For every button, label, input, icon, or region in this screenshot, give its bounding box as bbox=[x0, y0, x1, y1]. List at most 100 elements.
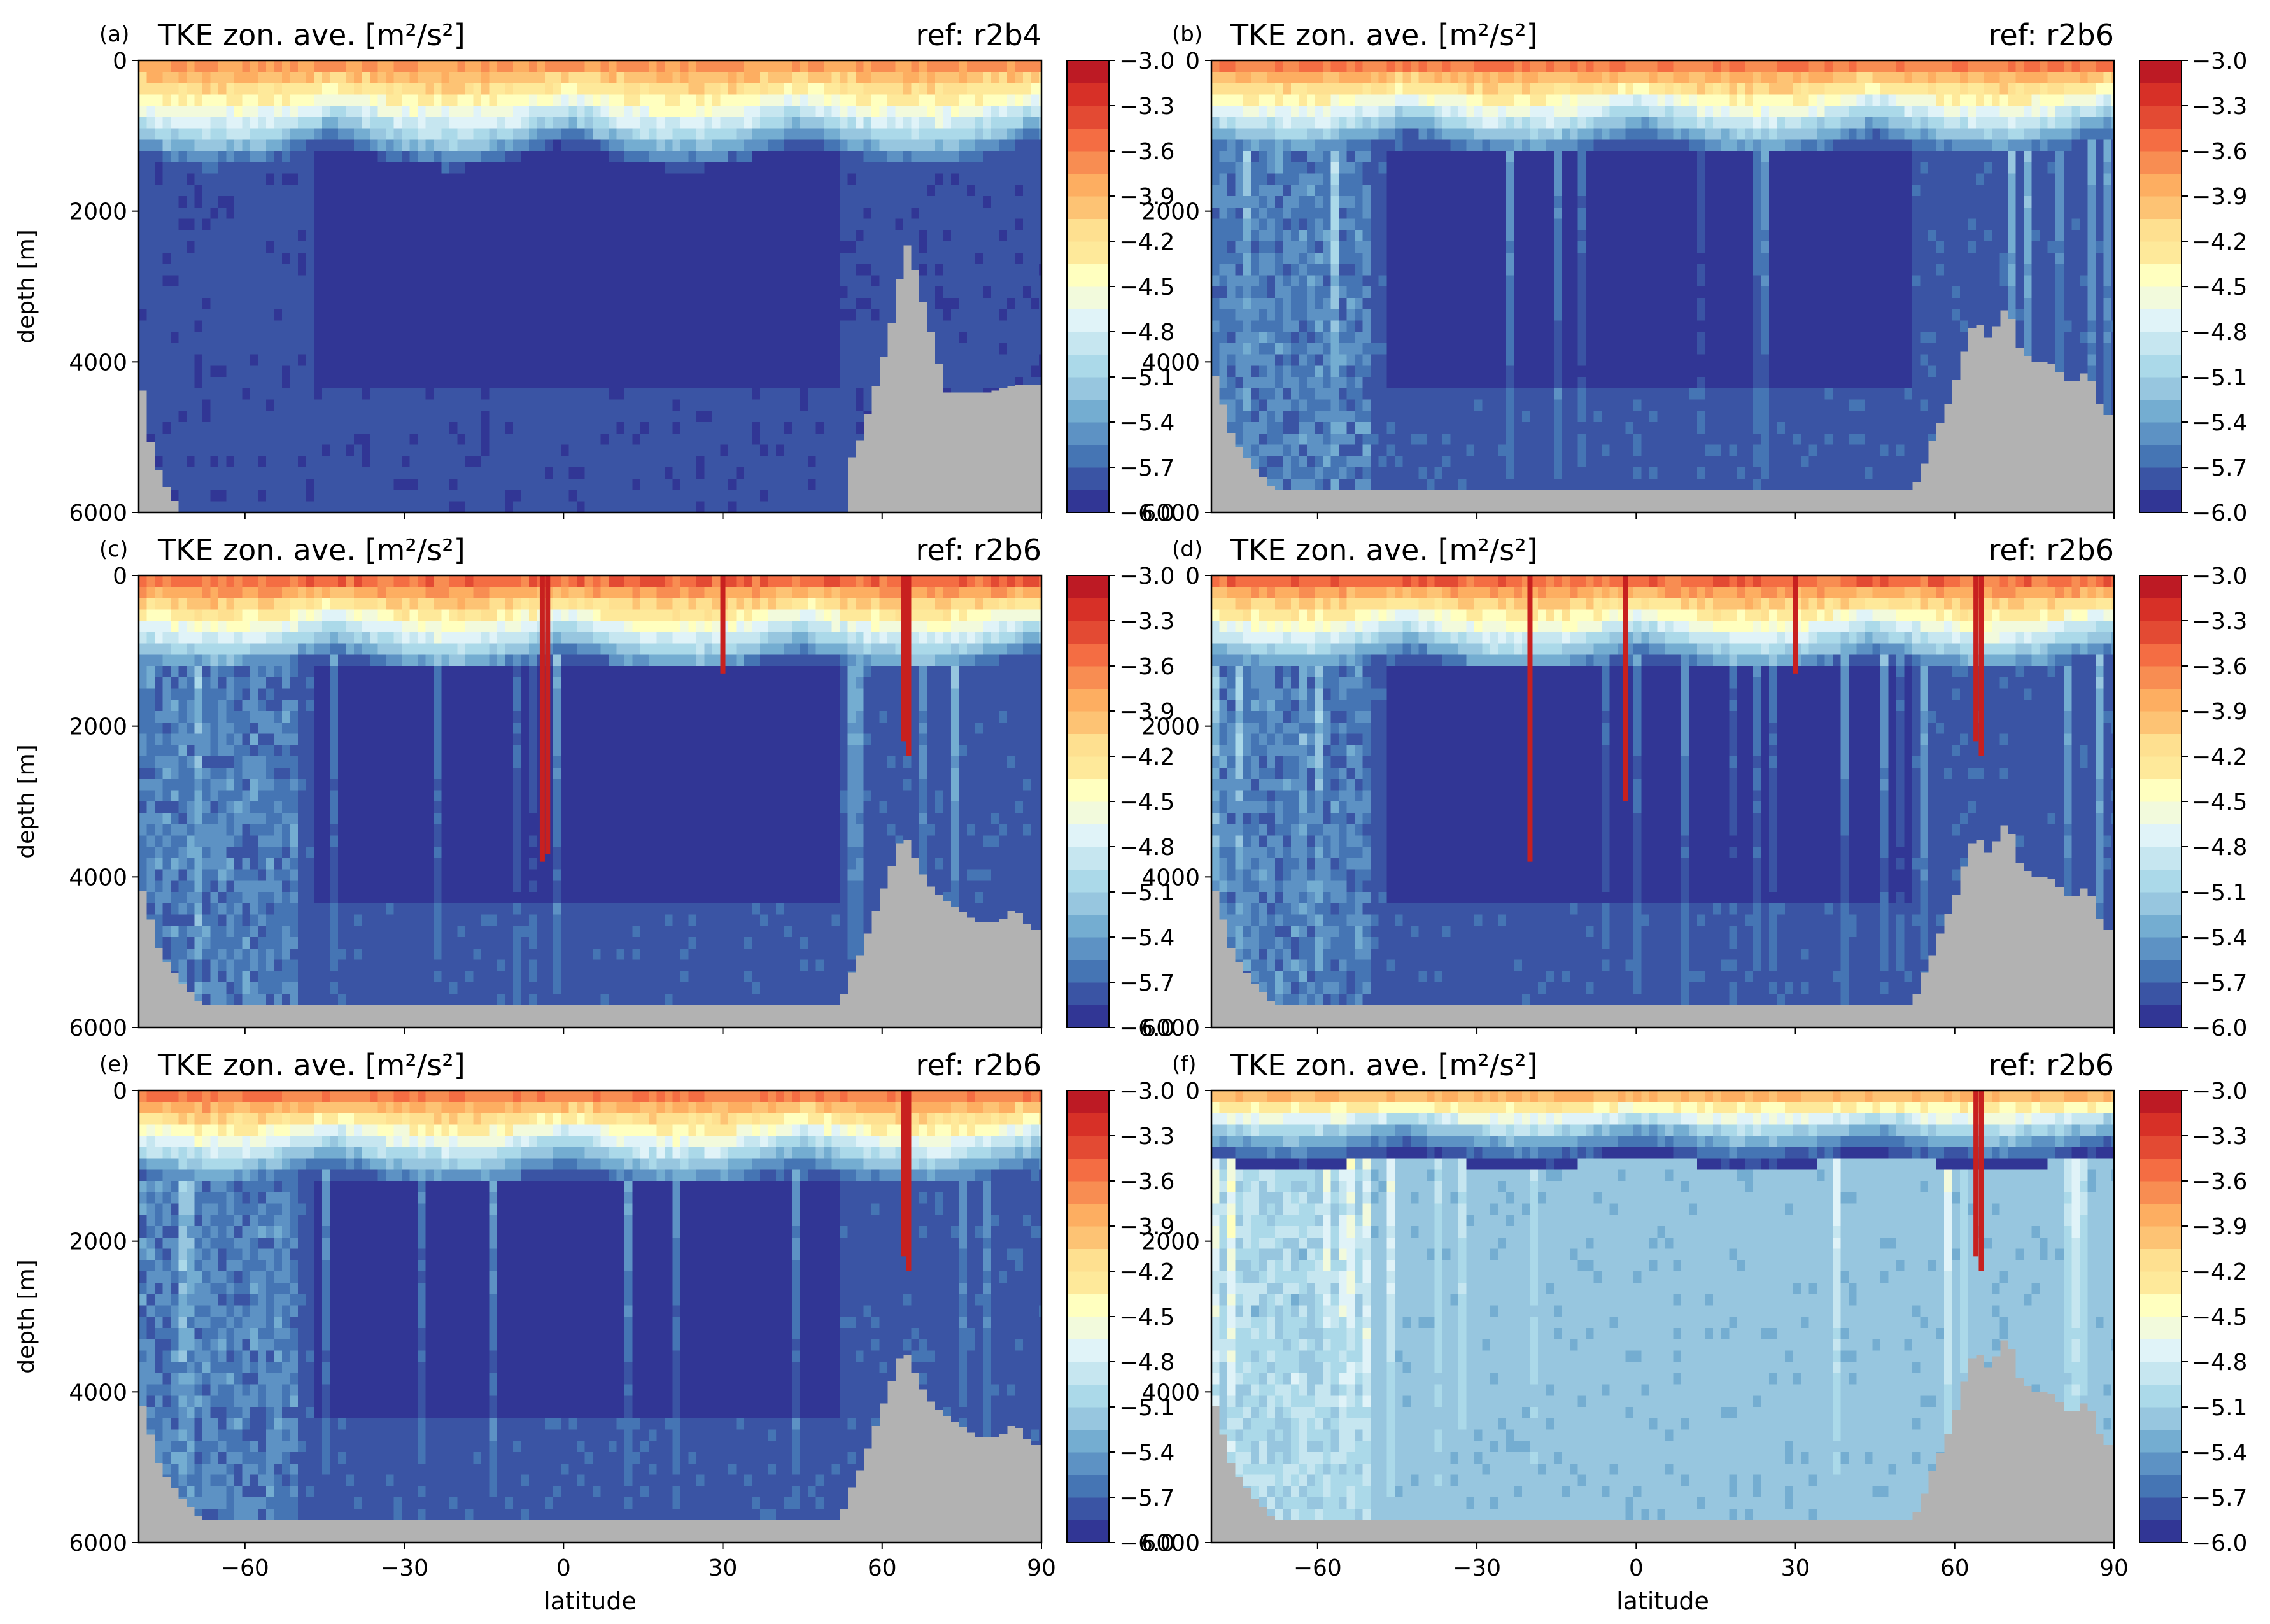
colorbar-tick-label: −5.7 bbox=[1119, 1485, 1174, 1511]
colorbar-segment bbox=[1067, 1452, 1109, 1476]
colorbar-segment bbox=[1067, 1384, 1109, 1408]
colorbar-tick-label: −5.4 bbox=[2192, 1440, 2247, 1466]
x-axis-label: latitude bbox=[544, 1587, 637, 1615]
colorbar-segment bbox=[1067, 60, 1109, 84]
y-tick-label: 6000 bbox=[1141, 1530, 1200, 1557]
colorbar-segment bbox=[1067, 309, 1109, 332]
colorbar-tick-label: −3.9 bbox=[2192, 1214, 2247, 1240]
colorbar-segment bbox=[2140, 1339, 2182, 1362]
colorbar-tick-label: −4.5 bbox=[2192, 274, 2247, 300]
plot-area bbox=[1211, 1091, 2114, 1543]
colorbar-tick-label: −4.8 bbox=[2192, 1350, 2247, 1376]
colorbar-segment bbox=[2140, 444, 2182, 468]
hot-column bbox=[1973, 575, 1979, 742]
colorbar-segment bbox=[1067, 83, 1109, 106]
colorbar-segment bbox=[2140, 666, 2182, 689]
y-tick-label: 4000 bbox=[69, 350, 127, 376]
axes-frame bbox=[137, 59, 1043, 514]
colorbar-segment bbox=[2140, 106, 2182, 129]
colorbar-segment bbox=[2140, 598, 2182, 621]
axes-frame bbox=[137, 1089, 1043, 1544]
x-tick-label: 0 bbox=[556, 1555, 571, 1581]
colorbar-tick-label: −3.6 bbox=[2192, 139, 2247, 165]
colorbar-segment bbox=[2140, 354, 2182, 378]
colorbar-segment bbox=[1067, 937, 1109, 961]
y-tick-label: 2000 bbox=[1141, 199, 1200, 225]
hot-column bbox=[901, 575, 906, 742]
y-tick-label: 6000 bbox=[69, 500, 127, 526]
tke-field bbox=[139, 1091, 1041, 1521]
colorbar-segment bbox=[2140, 1429, 2182, 1453]
panel-c: 0 2000 4000 6000 depth [m] (c) TKE zon. ave. [… bbox=[13, 533, 1174, 1041]
colorbar-segment bbox=[2140, 1520, 2182, 1543]
colorbar-segment bbox=[1067, 1407, 1109, 1430]
colorbar-segment bbox=[2140, 1091, 2182, 1114]
colorbar-segment bbox=[2140, 1362, 2182, 1385]
x-tick-label: 0 bbox=[1629, 1555, 1644, 1581]
plot-area bbox=[1211, 575, 2114, 1027]
colorbar-tick-label: −6.0 bbox=[2192, 1015, 2247, 1041]
colorbar-segment bbox=[1067, 173, 1109, 197]
colorbar-segment bbox=[1067, 196, 1109, 220]
tke-field bbox=[139, 575, 1041, 1006]
y-tick-label: 4000 bbox=[1141, 350, 1200, 376]
colorbar-tick-label: −3.3 bbox=[2192, 609, 2247, 635]
y-tick-label: 0 bbox=[113, 563, 127, 590]
colorbar-tick-label: −6.0 bbox=[1119, 1015, 1174, 1041]
colorbar-segment bbox=[2140, 1158, 2182, 1182]
plot-area bbox=[1211, 60, 2114, 512]
x-tick-label: 60 bbox=[868, 1555, 897, 1581]
colorbar-tick-label: −4.2 bbox=[2192, 744, 2247, 770]
colorbar-segment bbox=[2140, 779, 2182, 802]
colorbar-tick-label: −4.8 bbox=[1119, 835, 1174, 861]
panel-letter: (f) bbox=[1172, 1052, 1197, 1077]
panel-letter: (b) bbox=[1172, 22, 1202, 47]
x-tick-label: −30 bbox=[1453, 1555, 1501, 1581]
y-tick-label: 2000 bbox=[1141, 1229, 1200, 1255]
colorbar bbox=[1067, 575, 1109, 1028]
x-tick-label: 30 bbox=[1781, 1555, 1810, 1581]
colorbar-segment bbox=[1067, 332, 1109, 355]
colorbar-tick-label: −5.7 bbox=[2192, 1485, 2247, 1511]
y-tick-label: 0 bbox=[1185, 563, 1200, 590]
colorbar-segment bbox=[1067, 467, 1109, 491]
colorbar-tick-label: −4.2 bbox=[1119, 1259, 1174, 1285]
colorbar bbox=[1067, 60, 1109, 513]
colorbar-tick-label: −5.1 bbox=[2192, 880, 2247, 906]
colorbar-segment bbox=[2140, 264, 2182, 287]
colorbar-tick-label: −3.9 bbox=[2192, 699, 2247, 725]
colorbar-segment bbox=[1067, 733, 1109, 757]
hot-column bbox=[901, 1091, 906, 1257]
colorbar-segment bbox=[2140, 711, 2182, 735]
colorbar-segment bbox=[2140, 756, 2182, 780]
plot-area bbox=[139, 575, 1041, 1027]
colorbar-segment bbox=[2140, 1384, 2182, 1408]
colorbar-segment bbox=[1067, 824, 1109, 847]
y-tick-label: 6000 bbox=[1141, 500, 1200, 526]
colorbar-segment bbox=[1067, 959, 1109, 983]
x-tick-label: 60 bbox=[1940, 1555, 1970, 1581]
panel-ref: ref: r2b6 bbox=[1988, 533, 2114, 567]
plot-area bbox=[139, 60, 1041, 512]
colorbar-segment bbox=[2140, 422, 2182, 446]
panel-ref: ref: r2b6 bbox=[1988, 1048, 2114, 1082]
colorbar-tick-label: −3.9 bbox=[1119, 699, 1174, 725]
colorbar-segment bbox=[2140, 286, 2182, 310]
colorbar-tick-label: −3.0 bbox=[2192, 563, 2247, 590]
y-tick-label: 6000 bbox=[1141, 1015, 1200, 1041]
colorbar-tick-label: −5.1 bbox=[2192, 1395, 2247, 1421]
colorbar-segment bbox=[2140, 575, 2182, 599]
colorbar-segment bbox=[1067, 1158, 1109, 1182]
hot-column bbox=[1527, 575, 1533, 862]
colorbar-tick-label: −5.1 bbox=[1119, 1395, 1174, 1421]
colorbar-segment bbox=[1067, 399, 1109, 423]
colorbar-segment bbox=[1067, 286, 1109, 310]
colorbar-segment bbox=[2140, 399, 2182, 423]
colorbar-segment bbox=[1067, 1520, 1109, 1543]
colorbar-segment bbox=[2140, 196, 2182, 220]
colorbar-segment bbox=[1067, 218, 1109, 242]
panel-a: 0 2000 4000 6000 depth [m] (a) TKE zon. ave. [… bbox=[13, 18, 1174, 526]
panel-letter: (c) bbox=[99, 537, 128, 562]
colorbar-tick-label: −3.6 bbox=[1119, 1169, 1174, 1195]
colorbar-segment bbox=[1067, 643, 1109, 667]
